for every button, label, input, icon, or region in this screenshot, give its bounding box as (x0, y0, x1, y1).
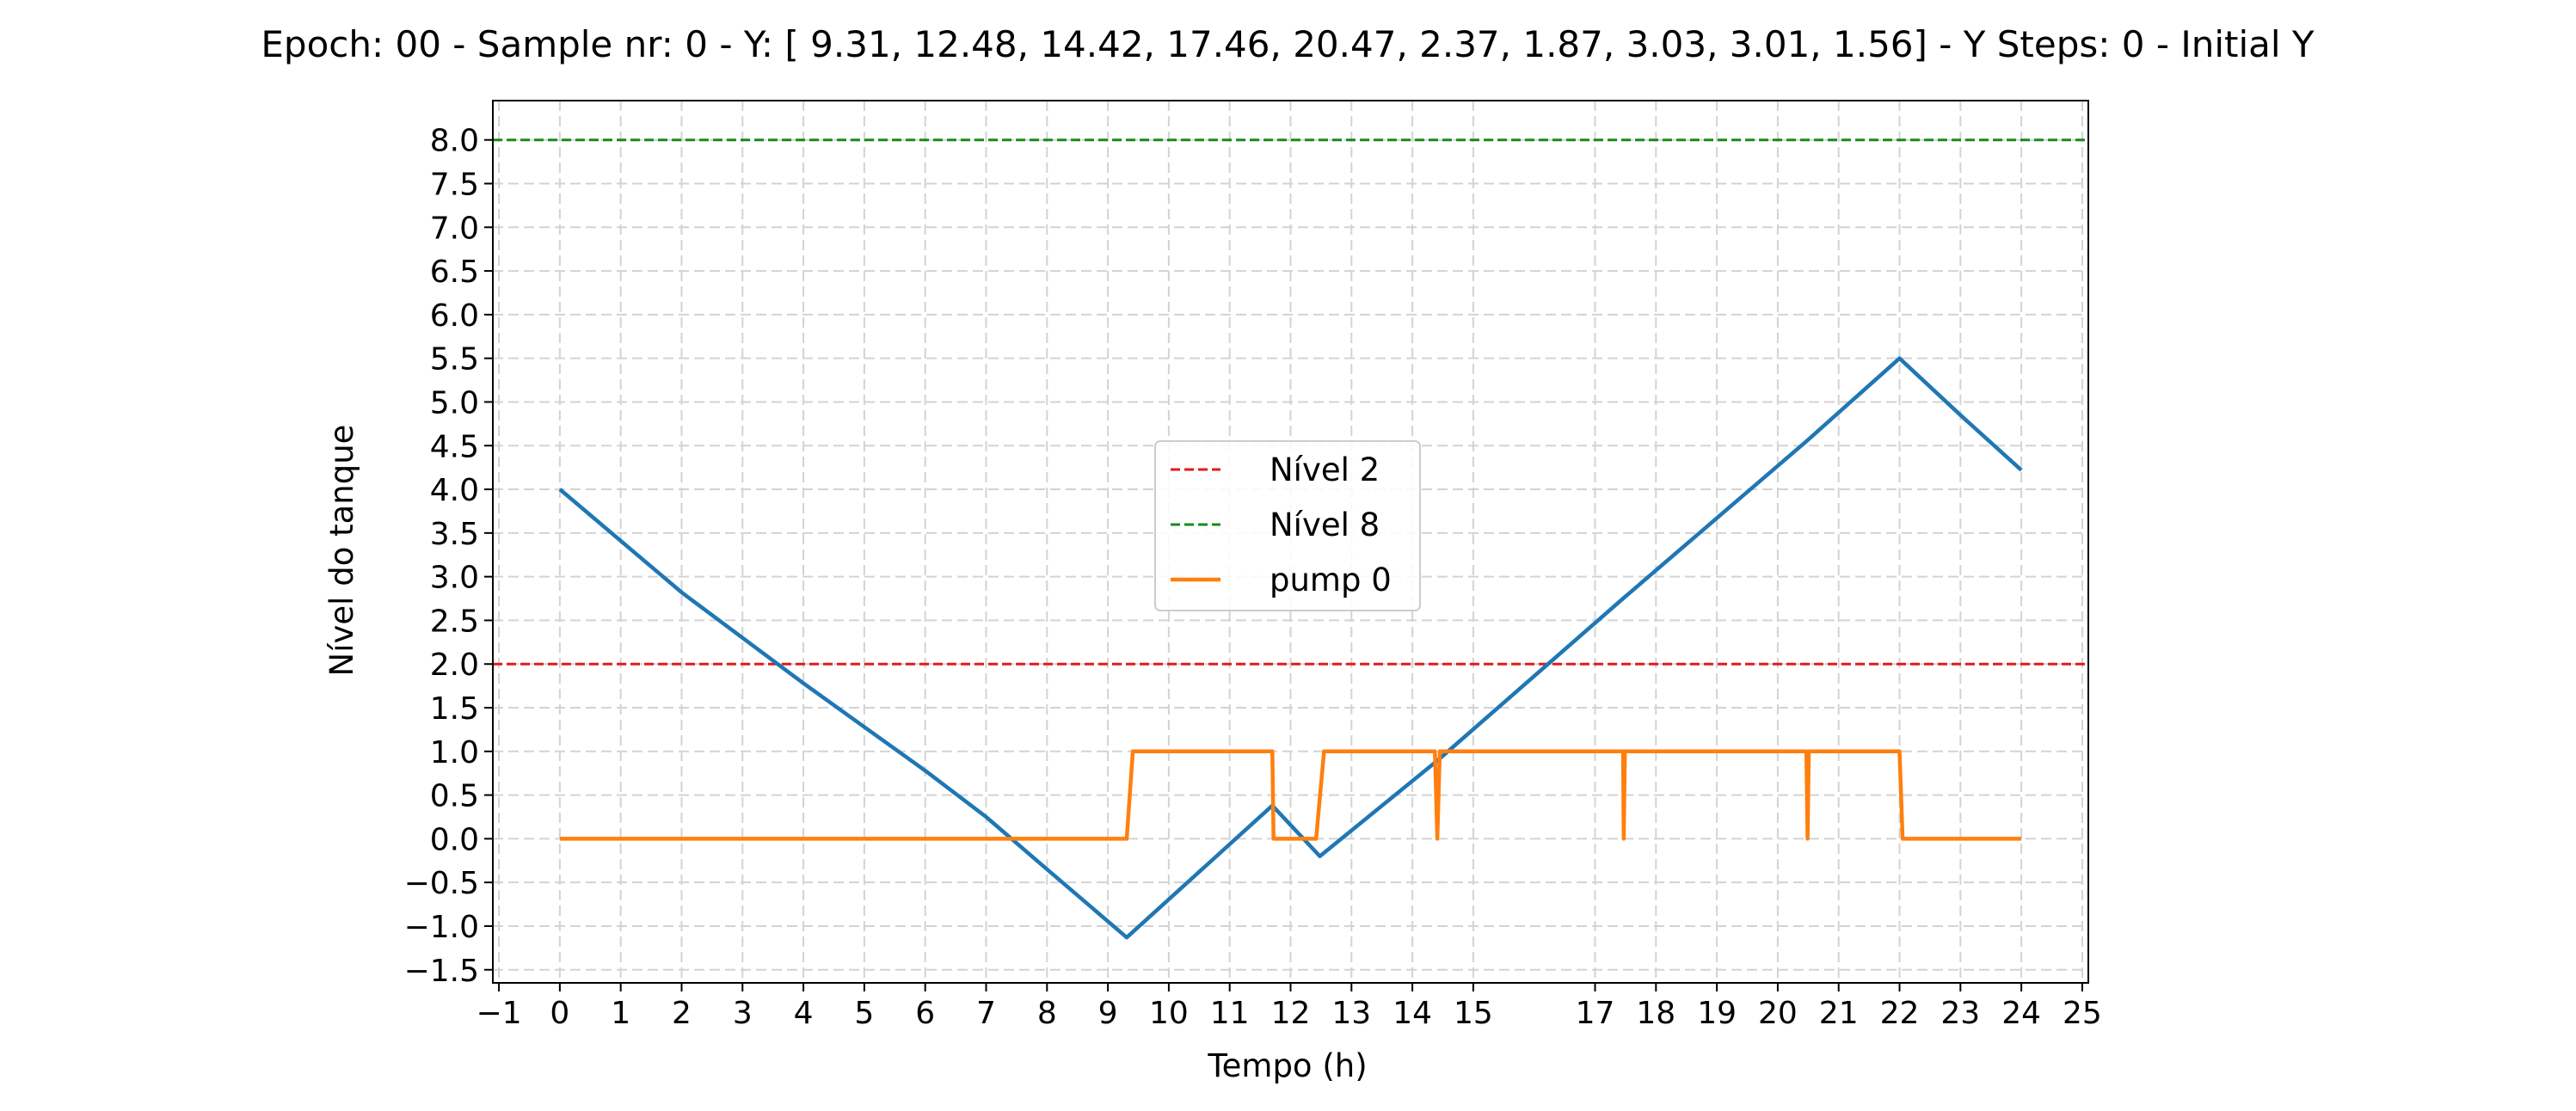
y-tick-label: 1.5 (430, 691, 479, 727)
x-tick-label: 18 (1636, 996, 1675, 1031)
x-tick-label: 25 (2063, 996, 2102, 1031)
y-tick-label: 4.5 (430, 429, 479, 464)
x-tick-label: 14 (1393, 996, 1432, 1031)
x-tick-label: 6 (915, 996, 935, 1031)
x-tick-label: 24 (2001, 996, 2041, 1031)
x-tick-label: 2 (672, 996, 692, 1031)
x-tick-label: 3 (733, 996, 753, 1031)
y-tick-label: 2.5 (430, 604, 479, 639)
legend-label: Nível 8 (1270, 506, 1380, 543)
x-tick-label: 9 (1098, 996, 1118, 1031)
y-tick-label: 0.5 (430, 779, 479, 814)
x-tick-label: 0 (550, 996, 569, 1031)
x-tick-label: 5 (854, 996, 874, 1031)
y-tick-label: −1.0 (404, 910, 479, 945)
x-tick-label: 4 (794, 996, 814, 1031)
legend-label: Nível 2 (1270, 451, 1380, 488)
axis-ticks: −1 0 1 2 3 4 5 6 7 8 9 10 11 12 13 14 15 17 18 19 20 21 22 23 24… (404, 124, 2102, 1031)
x-tick-label: 13 (1331, 996, 1371, 1031)
y-tick-label: 4.0 (430, 473, 479, 508)
legend: Nível 2 Nível 8 pump 0 (1154, 440, 1421, 611)
y-tick-label: 7.5 (430, 168, 479, 203)
y-tick-label: 2.0 (430, 648, 479, 683)
y-tick-label: 6.5 (430, 255, 479, 290)
x-tick-label: 1 (611, 996, 630, 1031)
y-tick-label: −1.5 (404, 954, 479, 989)
x-tick-label: 23 (1940, 996, 1980, 1031)
x-tick-label: 20 (1758, 996, 1798, 1031)
chart-title: Epoch: 00 - Sample nr: 0 - Y: [ 9.31, 12… (261, 23, 2315, 65)
y-tick-label: 3.5 (430, 517, 479, 552)
x-tick-label: 7 (976, 996, 996, 1031)
legend-label: pump 0 (1270, 562, 1392, 598)
y-tick-label: 0.0 (430, 822, 479, 857)
y-tick-label: −0.5 (404, 866, 479, 901)
x-tick-label: −1 (476, 996, 522, 1031)
x-tick-label: 17 (1576, 996, 1615, 1031)
x-axis-label: Tempo (h) (1207, 1047, 1367, 1084)
x-tick-label: 22 (1880, 996, 1920, 1031)
x-tick-label: 8 (1037, 996, 1057, 1031)
y-tick-label: 5.0 (430, 385, 479, 420)
x-tick-label: 10 (1149, 996, 1189, 1031)
y-tick-label: 5.5 (430, 342, 479, 377)
y-tick-label: 3.0 (430, 561, 479, 596)
y-axis-label: Nível do tanque (323, 425, 360, 677)
series-lines (558, 356, 2023, 940)
y-tick-label: 8.0 (430, 124, 479, 159)
x-tick-label: 19 (1697, 996, 1737, 1031)
legend-box (1154, 440, 1421, 611)
reference-lines (493, 138, 2088, 666)
x-tick-label: 11 (1210, 996, 1250, 1031)
y-tick-label: 7.0 (430, 211, 479, 246)
x-tick-label: 15 (1454, 996, 1493, 1031)
y-tick-label: 6.0 (430, 298, 479, 334)
x-tick-label: 21 (1819, 996, 1859, 1031)
y-tick-label: 1.0 (430, 735, 479, 770)
x-tick-label: 12 (1271, 996, 1311, 1031)
